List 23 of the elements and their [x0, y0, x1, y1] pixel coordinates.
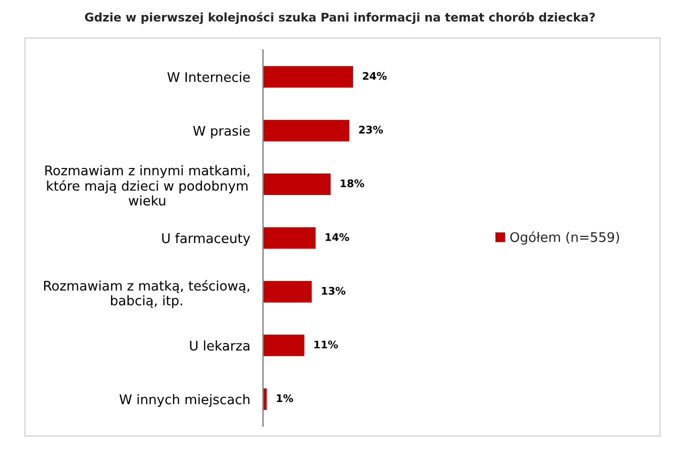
data-label: 24%	[362, 72, 387, 80]
data-label: 1%	[276, 394, 294, 402]
y-tick-label: W Internecie	[167, 72, 250, 82]
data-label: 13%	[322, 286, 346, 295]
legend-label: Ogółem (n=559)	[510, 231, 620, 245]
bar	[263, 120, 350, 142]
y-tick-label: Rozmawiam z innymi matkami, które mają dzieci w podobnym wieku	[45, 165, 250, 206]
y-tick-label: U farmaceuty	[162, 232, 250, 246]
bar	[263, 66, 354, 88]
chart-title: Gdzie w pierwszej kolejności szuka Pani informacji na temat chorób dziecka?	[84, 12, 595, 24]
y-tick-label: W prasie	[193, 126, 250, 138]
data-label: 11%	[314, 340, 338, 348]
bar	[263, 280, 312, 302]
bar	[263, 334, 304, 356]
bar	[263, 227, 316, 249]
y-tick-label: U lekarza	[190, 340, 250, 351]
bar	[263, 388, 267, 410]
bar	[263, 174, 331, 196]
y-tick-label: W innych miejscach	[120, 394, 250, 407]
data-label: 14%	[326, 233, 350, 242]
data-label: 18%	[340, 179, 364, 188]
data-label: 23%	[359, 126, 383, 134]
y-tick-label: Rozmawiam z matką, teściową, babcią, itp.	[44, 280, 250, 308]
